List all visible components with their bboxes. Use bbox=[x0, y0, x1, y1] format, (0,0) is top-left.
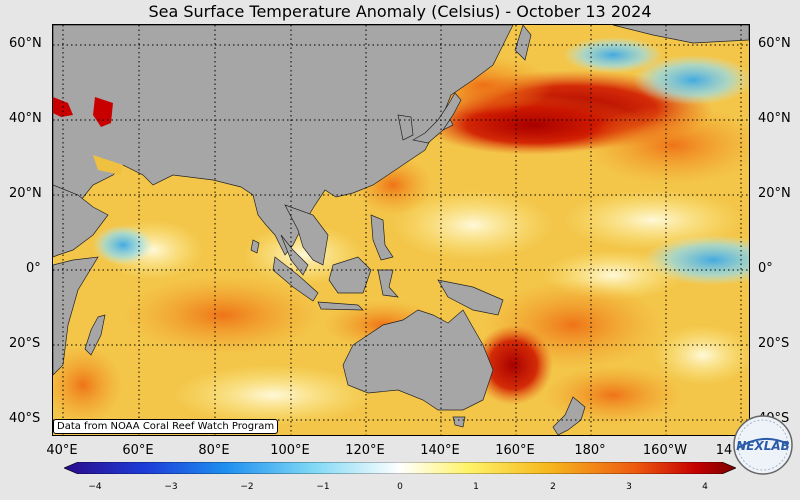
colorbar-tick-0: 0 bbox=[397, 482, 403, 492]
colorbar-tick-4: 4 bbox=[702, 482, 708, 492]
philippines-islands bbox=[370, 214, 394, 261]
colorbar-tick-neg4: −4 bbox=[88, 482, 102, 492]
lon-label-60e: 60°E bbox=[122, 443, 154, 458]
colorbar bbox=[64, 462, 736, 474]
lon-label-100e: 100°E bbox=[270, 443, 310, 458]
sst-anomaly-map bbox=[52, 24, 750, 436]
logo-text: NEXLAB bbox=[736, 439, 790, 453]
lat-label-left-40n: 40°N bbox=[9, 111, 42, 126]
lat-label-left-0: 0° bbox=[26, 261, 41, 276]
lon-label-120e: 120°E bbox=[345, 443, 385, 458]
colorbar-tick-2: 2 bbox=[550, 482, 556, 492]
lon-label-160e: 160°E bbox=[495, 443, 535, 458]
map-title: Sea Surface Temperature Anomaly (Celsius… bbox=[148, 2, 652, 21]
borneo-island bbox=[328, 256, 372, 294]
lon-label-80e: 80°E bbox=[198, 443, 230, 458]
lat-label-left-20n: 20°N bbox=[9, 186, 42, 201]
land-masses bbox=[53, 25, 749, 435]
lon-label-140e: 140°E bbox=[420, 443, 460, 458]
new-guinea-island bbox=[437, 279, 504, 316]
colorbar-tick-neg1: −1 bbox=[316, 482, 330, 492]
australia-landmass bbox=[342, 309, 494, 411]
anomaly-field bbox=[53, 37, 749, 425]
lat-label-right-0: 0° bbox=[758, 261, 773, 276]
lat-label-right-20s: 20°S bbox=[758, 336, 790, 351]
arabia-landmass bbox=[53, 184, 109, 258]
data-credit-box: Data from NOAA Coral Reef Watch Program bbox=[53, 419, 279, 434]
korea-peninsula bbox=[397, 114, 414, 141]
java-island bbox=[317, 301, 364, 311]
lat-label-left-60n: 60°N bbox=[9, 36, 42, 51]
asia-landmass bbox=[53, 25, 514, 256]
japan-islands bbox=[412, 92, 462, 144]
lat-label-left-20s: 20°S bbox=[9, 336, 41, 351]
tasmania-island bbox=[452, 416, 466, 428]
colorbar-tick-neg2: −2 bbox=[240, 482, 254, 492]
sumatra-island bbox=[272, 256, 319, 302]
lon-label-140w-partial: 14 bbox=[715, 443, 733, 458]
colorbar-tick-1: 1 bbox=[473, 482, 479, 492]
lon-label-180: 180° bbox=[574, 443, 606, 458]
alaska-landmass bbox=[612, 25, 749, 44]
lon-label-160w: 160°W bbox=[642, 443, 688, 458]
colorbar-tick-neg3: −3 bbox=[164, 482, 178, 492]
lat-label-right-60n: 60°N bbox=[758, 36, 791, 51]
nexlab-logo: NEXLAB bbox=[733, 415, 793, 475]
new-zealand-islands bbox=[552, 396, 586, 435]
lat-label-right-20n: 20°N bbox=[758, 186, 791, 201]
kamchatka-peninsula bbox=[514, 25, 532, 61]
sri-lanka-island bbox=[250, 239, 260, 254]
indochina-landmass bbox=[284, 204, 329, 266]
africa-landmass bbox=[53, 256, 99, 376]
colorbar-tick-3: 3 bbox=[626, 482, 632, 492]
lat-label-right-40n: 40°N bbox=[758, 111, 791, 126]
graticule bbox=[53, 25, 749, 435]
lon-label-40e: 40°E bbox=[46, 443, 78, 458]
lat-label-left-40s: 40°S bbox=[9, 411, 41, 426]
